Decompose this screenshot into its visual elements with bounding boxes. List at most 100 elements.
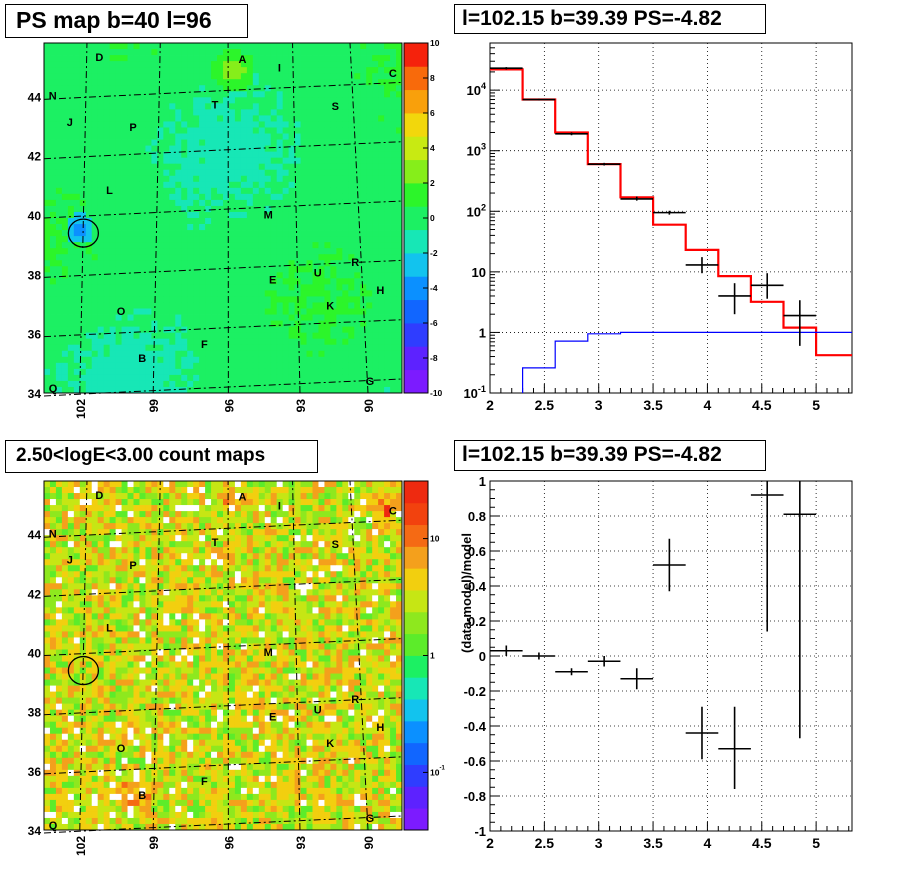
residual-ytick-label: 0.8 [468,509,486,524]
residual-ytick-label: -0.6 [464,754,486,769]
countmap-xtick-label: 99 [147,836,161,850]
psmap-marker-m: M [264,210,273,222]
countmap-marker-i: I [278,500,281,512]
residual-point [718,706,751,789]
psmap-marker-u: U [314,267,322,279]
spectrum-ytick-label: 103 [466,142,486,159]
residual-ytick-label: -0.2 [464,684,486,699]
countmap-marker-r: R [351,694,359,706]
spectrum-xtick-label: 2.5 [535,397,555,413]
spectrum-point [750,273,784,299]
psmap-marker-g: G [366,376,375,388]
countmap-marker-h: H [376,722,384,734]
residual-ytick-label: 0 [479,649,486,664]
residual-point [653,538,686,592]
countmap-ytick-label: 38 [28,706,42,720]
spectrum-title: l=102.15 b=39.39 PS=-4.82 [454,4,766,34]
countmap-marker-p: P [129,560,136,572]
residual-point [620,668,654,690]
psmap-colorbar: -10 -8 -6 -4 -2 0 2 4 6 8 10 [403,38,443,398]
residual-point [555,668,588,676]
residual-title: l=102.15 b=39.39 PS=-4.82 [454,440,766,471]
psmap-marker-p: P [129,122,136,134]
psmap-frame [43,42,403,394]
countmap-marker-c: C [389,506,397,518]
countmap-marker-m: M [264,647,273,659]
psmap-colorbar-label: 6 [430,108,435,118]
residual-ytick-label: 0.4 [468,579,487,594]
spectrum-point [587,162,621,166]
countmap-marker-t: T [212,537,219,549]
spectrum-ytick-label: 10 [472,265,486,280]
countmap-ytick-label: 42 [28,587,42,601]
countmap-marker-s: S [332,539,339,551]
spectrum-series-0-line [490,68,852,357]
spectrum-xtick-label: 5 [812,397,820,413]
countmap-marker-a: A [239,492,247,504]
spectrum-point [718,283,751,315]
psmap-colorbar-label: 2 [430,178,435,188]
residual-ytick-label: 0.6 [468,544,486,559]
residual-frame [489,480,853,832]
psmap-xtick-label: 102 [74,399,88,419]
psmap-ytick-label: 40 [28,209,42,223]
psmap-marker-t: T [212,99,219,111]
psmap-xtick-label: 99 [147,399,161,413]
spectrum-ytick-label: 1 [479,325,486,340]
countmap-chart: 34 36 38 40 42 44 102 99 96 93 90 D A I C N T S J P L M U R E H O K… [28,480,445,856]
psmap-marker-q: Q [49,383,58,395]
countmap-title: 2.50<logE<3.00 count maps [5,440,318,473]
spectrum-xtick-label: 4 [704,397,712,413]
residual-series [490,481,817,789]
psmap-marker-e: E [269,274,276,286]
residual-xtick-label: 3.5 [643,835,663,851]
countmap-marker-b: B [138,790,146,802]
psmap-marker-k: K [326,301,334,313]
countmap-graticule [43,480,403,834]
countmap-xtick-label: 96 [222,836,236,850]
psmap-marker-i: I [278,63,281,75]
psmap-colorbar-label: 4 [430,143,435,153]
residual-point [490,645,523,656]
residual-point [685,706,719,760]
countmap-colorbar-label: 10-1 [430,765,445,777]
residual-ytick-label: 1 [479,474,486,489]
residual-ylabel: (data-model)/model [459,533,474,653]
spectrum-ytick-label: 102 [466,202,486,219]
spectrum-frame [489,42,853,394]
psmap-colorbar-label: -2 [430,248,438,258]
countmap-xtick-label: 102 [74,836,88,856]
psmap-source-circle [67,218,100,248]
psmap-colorbar-label: -8 [430,353,438,363]
residual-point [750,481,784,632]
psmap-ytick-label: 44 [28,90,42,104]
residual-ytick-label: -0.4 [464,719,487,734]
psmap-colorbar-label: -6 [430,318,438,328]
psmap-colorbar-label: -10 [430,388,443,398]
countmap-marker-j: J [67,555,73,567]
spectrum-xtick-label: 2 [486,397,494,413]
residual-xtick-label: 2.5 [535,835,555,851]
psmap-title: PS map b=40 l=96 [5,4,248,38]
residual-ticks [489,480,850,832]
psmap-marker-l: L [106,185,113,197]
residual-xtick-label: 4 [704,835,712,851]
spectrum-xtick-label: 3 [595,397,603,413]
countmap-colorbar-label: 1 [430,651,435,661]
psmap-ytick-label: 38 [28,268,42,282]
spectrum-point [555,132,588,136]
countmap-marker-k: K [326,738,334,750]
countmap-ytick-label: 44 [28,528,42,542]
psmap-colorbar-label: 8 [430,73,435,83]
psmap-marker-h: H [376,285,384,297]
psmap-ytick-label: 36 [28,328,42,342]
psmap-cells [44,43,403,394]
psmap-colorbar-label: 10 [430,38,440,48]
countmap-marker-l: L [106,623,113,635]
psmap-marker-b: B [138,353,146,365]
psmap-marker-r: R [351,257,359,269]
spectrum-point [783,300,817,346]
countmap-marker-q: Q [49,820,58,832]
residual-xtick-label: 2 [486,835,494,851]
